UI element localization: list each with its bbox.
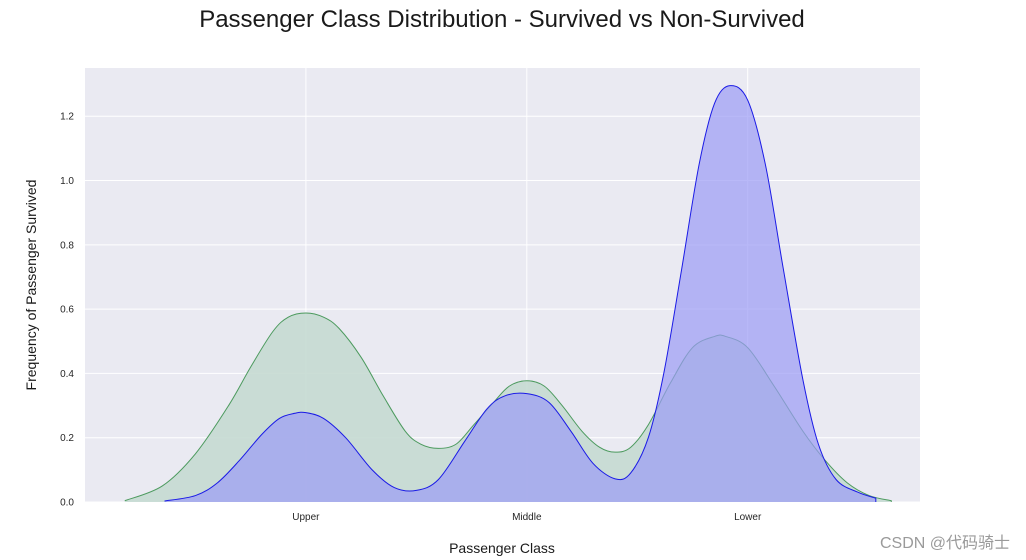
x-axis: Upper Middle Lower (292, 512, 762, 523)
watermark: CSDN @代码骑士 (880, 534, 1010, 552)
y-tick-label: 0.0 (60, 498, 74, 509)
series-area-1 (164, 85, 876, 503)
series-line-1 (164, 85, 877, 502)
x-tick-label: Middle (512, 512, 542, 523)
chart-title: Passenger Class Distribution - Survived … (199, 6, 805, 33)
y-tick-label: 0.4 (60, 369, 74, 380)
x-axis-label: Passenger Class (449, 540, 555, 556)
x-tick-label: Lower (734, 512, 762, 523)
y-tick-label: 1.0 (60, 176, 74, 187)
y-tick-label: 0.6 (60, 305, 74, 316)
y-tick-label: 0.2 (60, 433, 74, 444)
x-tick-label: Upper (292, 512, 320, 523)
y-axis-label: Frequency of Passenger Survived (23, 180, 39, 391)
y-tick-label: 0.8 (60, 240, 74, 251)
y-axis: 0.0 0.2 0.4 0.6 0.8 1.0 1.2 (60, 112, 74, 509)
series-layer (124, 85, 892, 503)
y-tick-label: 1.2 (60, 112, 74, 123)
